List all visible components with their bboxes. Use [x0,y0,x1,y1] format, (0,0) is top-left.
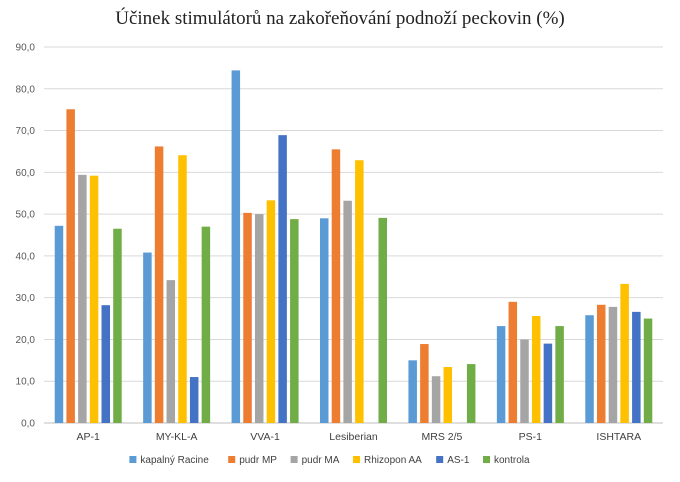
y-tick-label: 50,0 [16,210,36,221]
y-tick-label: 30,0 [16,293,36,304]
legend-swatch [436,456,444,463]
bar [189,377,199,423]
bar [154,146,164,424]
y-tick-label: 70,0 [16,126,36,137]
y-tick-label: 20,0 [16,335,36,346]
bar [520,339,529,423]
bar [543,343,553,423]
bar [320,218,329,423]
bar [166,280,176,423]
bar [378,217,387,423]
bar [620,283,629,423]
bar [420,344,429,423]
legend-label: AS-1 [447,455,470,466]
legend-label: Rhizopon AA [364,455,422,466]
bar [266,200,276,423]
x-tick-label: MY-KL-A [156,431,198,443]
bar [54,225,64,423]
y-tick-label: 80,0 [16,84,36,95]
bar [632,311,641,423]
legend-swatch [228,456,236,463]
y-tick-label: 60,0 [16,168,36,179]
legend-swatch [129,456,137,463]
bar [89,175,99,423]
bar [178,155,187,423]
x-tick-label: MRS 2/5 [421,431,462,443]
x-tick-label: PS-1 [519,431,543,443]
bar [143,252,152,423]
legend-label: kapalný Racine [140,455,209,466]
bar [201,226,211,423]
bar [113,228,122,423]
y-tick-label: 40,0 [16,251,36,262]
chart-title: Účinek stimulátorů na zakořeňování podno… [115,8,565,29]
x-tick-label: ISHTARA [596,431,641,443]
bar [585,315,594,423]
bar [431,376,441,423]
legend-swatch [483,456,490,463]
bar [496,326,506,423]
y-tick-label: 10,0 [16,377,36,388]
legend-label: pudr MP [239,455,277,466]
y-tick-label: 0,0 [21,419,35,430]
x-tick-label: Lesiberian [329,431,378,443]
bar [355,160,364,423]
bar [508,301,518,423]
bar [555,326,564,423]
legend-swatch [353,456,360,463]
bar [243,212,252,423]
bar [331,149,341,423]
legend-swatch [290,456,298,463]
bar [101,305,111,423]
bar [278,135,287,423]
x-tick-label: AP-1 [77,431,101,443]
bar [596,304,606,423]
bar [443,367,453,423]
bar [290,219,299,423]
bar [66,109,75,423]
bar [408,360,417,423]
y-tick-label: 90,0 [16,43,36,54]
bar [608,306,618,423]
legend-label: kontrola [494,455,530,466]
bar [231,70,241,423]
bar [466,364,476,423]
bar [343,200,352,423]
bar [254,214,264,423]
legend-label: pudr MA [302,455,340,466]
bar [531,316,541,423]
x-tick-label: VVA-1 [250,431,280,443]
bar [78,174,87,423]
bar [643,318,653,423]
